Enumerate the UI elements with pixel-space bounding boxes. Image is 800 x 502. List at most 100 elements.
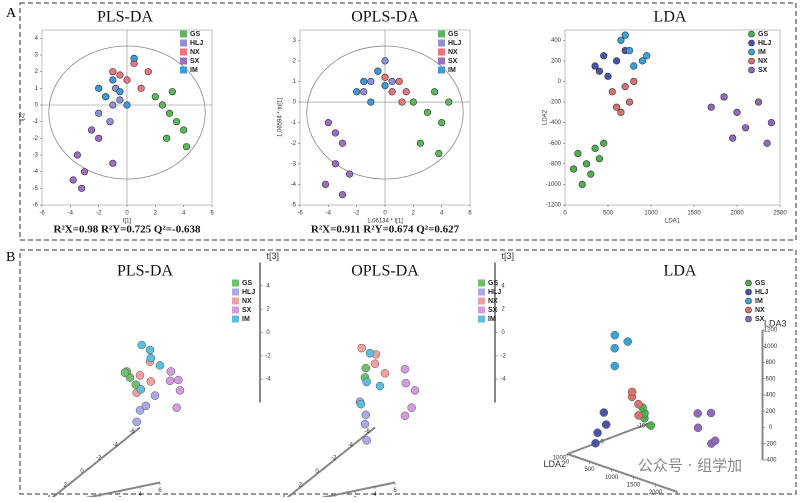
data-point	[116, 71, 124, 79]
y-tick-label: 3	[35, 53, 39, 59]
x-tick-label: 2	[154, 211, 158, 217]
data-point	[763, 139, 771, 147]
data-point	[625, 98, 634, 106]
data-point	[381, 73, 389, 81]
legend-swatch	[180, 57, 187, 65]
data-point	[137, 84, 145, 92]
legend-label: HLJ	[758, 40, 771, 47]
data-point	[407, 403, 416, 412]
data-point	[395, 77, 403, 86]
y-tick-label: -200	[549, 100, 562, 106]
data-point	[321, 180, 330, 189]
data-point	[324, 119, 332, 127]
z-tick-label: -400	[764, 458, 777, 464]
data-point	[381, 57, 389, 65]
legend-label: NX	[755, 307, 765, 314]
z-tick-label: 2	[266, 307, 270, 313]
x-tick-label: 0	[563, 211, 567, 217]
panel-b-frame	[19, 249, 797, 495]
y-tick	[607, 437, 611, 440]
legend-swatch	[478, 315, 485, 323]
y-tick-label: -800	[549, 161, 562, 167]
data-point	[625, 46, 634, 55]
legend-swatch	[438, 66, 445, 74]
legend-swatch	[748, 30, 755, 38]
y-tick-label: -600	[549, 141, 562, 147]
data-point	[331, 129, 340, 137]
z-axis-label: LDA3	[764, 318, 787, 328]
data-point	[423, 108, 432, 116]
data-point	[120, 368, 130, 377]
legend-label: SX	[242, 307, 252, 314]
x-tick-label: 6	[210, 211, 214, 217]
legend-label: HLJ	[242, 289, 255, 296]
z-tick-label: 0	[769, 425, 773, 431]
y-tick	[372, 427, 376, 430]
y-axis	[45, 426, 141, 502]
data-point	[595, 155, 604, 163]
x-tick-label: 6	[468, 211, 472, 217]
legend-label: IM	[448, 67, 456, 74]
legend-swatch	[438, 39, 445, 47]
x-tick-label: 2000	[649, 490, 663, 496]
legend-swatch	[180, 39, 187, 47]
data-point	[356, 399, 366, 409]
data-point	[578, 180, 586, 189]
data-point	[95, 84, 103, 92]
z-tick-label: -4	[265, 377, 271, 383]
legend-swatch	[745, 279, 752, 287]
data-point	[634, 411, 643, 420]
x-axis	[61, 481, 161, 502]
data-point	[106, 118, 114, 126]
legend-label: GS	[190, 31, 200, 38]
x-tick-label: 0	[566, 460, 570, 466]
data-point	[132, 417, 141, 427]
legend-label: HLJ	[190, 40, 203, 47]
legend-swatch	[180, 30, 187, 38]
data-point	[146, 353, 156, 363]
legend-label: SX	[758, 67, 768, 74]
data-point	[595, 67, 604, 75]
legend-swatch	[745, 315, 752, 323]
legend-label: IM	[758, 49, 766, 56]
data-point	[109, 68, 117, 76]
x-tick-label: 4	[182, 211, 186, 217]
legend-label: GS	[448, 31, 458, 38]
y-tick-label: -1	[291, 120, 297, 126]
data-point	[401, 378, 411, 388]
data-point	[357, 343, 366, 353]
y-axis	[280, 426, 376, 502]
legend-swatch	[745, 297, 752, 305]
y-tick-label: 400	[551, 38, 562, 44]
data-point	[621, 83, 629, 91]
y-tick-label: -2	[331, 456, 337, 462]
data-point	[362, 436, 371, 445]
legend-swatch	[438, 57, 445, 65]
data-point	[155, 361, 165, 370]
panel-a-frame	[19, 2, 797, 241]
legend-label: SX	[448, 58, 458, 65]
data-point	[741, 124, 750, 132]
data-point	[617, 36, 625, 44]
watermark: 公众号 · 组学加	[638, 457, 742, 475]
data-point	[345, 170, 354, 178]
data-point	[610, 330, 620, 340]
chart-title: LDA	[654, 9, 687, 26]
legend-label: IM	[190, 67, 198, 74]
data-point	[145, 345, 155, 355]
data-point	[360, 77, 368, 86]
y-tick-label: -5	[33, 186, 39, 192]
data-point	[137, 340, 146, 350]
z-tick-label: 600	[765, 376, 776, 382]
data-point	[136, 385, 146, 394]
z-tick-label: -2	[265, 353, 271, 359]
data-point	[388, 88, 396, 96]
data-point	[593, 428, 602, 438]
data-point	[435, 149, 443, 158]
data-point	[175, 386, 185, 395]
y-tick-label: -2	[33, 136, 39, 142]
chart-title: OPLS-DA	[351, 9, 419, 26]
legend-swatch	[180, 48, 187, 56]
data-point	[163, 134, 171, 142]
